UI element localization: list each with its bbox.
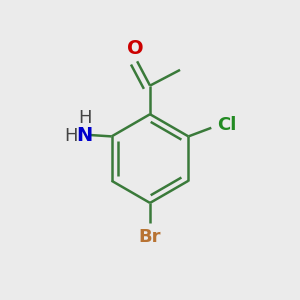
Text: H: H: [64, 127, 77, 145]
Text: H: H: [79, 109, 92, 127]
Text: Cl: Cl: [217, 116, 236, 134]
Text: O: O: [128, 39, 144, 58]
Text: Br: Br: [139, 228, 161, 246]
Text: N: N: [76, 126, 92, 145]
